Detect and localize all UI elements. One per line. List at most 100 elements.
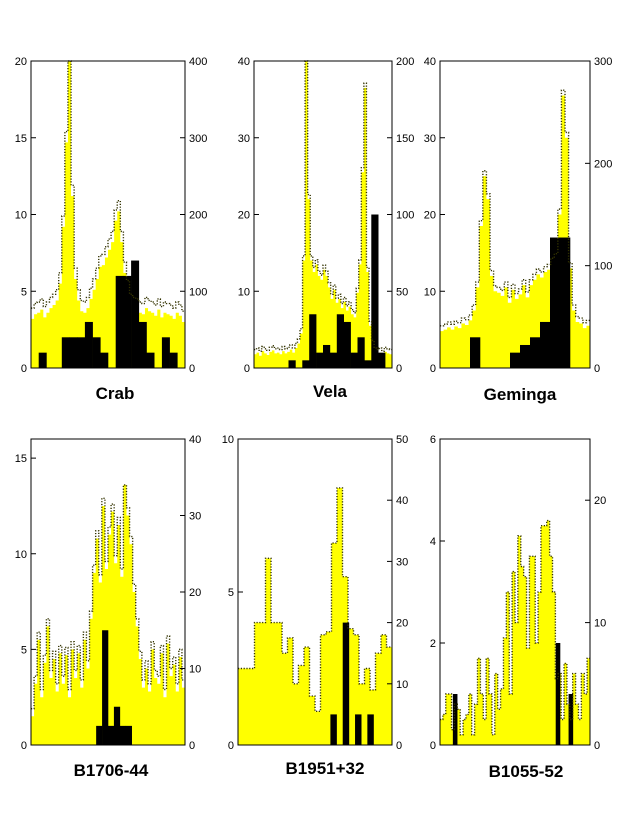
panel-title: B1951+32 (286, 759, 365, 778)
black-bar (329, 352, 338, 368)
black-bar (550, 237, 561, 368)
yellow-profile (31, 484, 185, 745)
left-tick-label: 15 (15, 133, 27, 145)
black-bar (316, 352, 324, 368)
panel-title: B1055-52 (489, 762, 564, 781)
panel-title: B1706-44 (74, 761, 149, 780)
panel-title: Crab (96, 384, 135, 403)
right-tick-label: 40 (396, 495, 408, 507)
black-bar (371, 214, 379, 368)
right-tick-label: 0 (396, 363, 402, 375)
black-bar (364, 360, 372, 368)
black-bar (138, 321, 147, 368)
plot-frame (439, 438, 591, 746)
right-tick-label: 0 (594, 740, 600, 752)
dotted-profile (440, 89, 590, 327)
black-bar (69, 337, 78, 368)
panel-b1706-44: 0 5 10 15 0 10 20 30 40 B1706-44 (15, 434, 202, 780)
black-bar (108, 725, 115, 746)
black-bar (323, 344, 331, 368)
right-tick-label: 50 (396, 434, 408, 446)
right-tick-label: 10 (396, 679, 408, 691)
right-tick-label: 10 (594, 618, 606, 630)
black-bar (115, 275, 124, 368)
black-bar (343, 321, 351, 368)
black-bar (530, 337, 541, 368)
yellow-profile (440, 520, 590, 745)
left-tick-label: 0 (244, 363, 250, 375)
panel-geminga: 0 10 20 30 40 0 100 200 300 Geminga (424, 56, 613, 404)
right-tick-label: 200 (594, 158, 612, 170)
left-tick-label: 10 (238, 286, 250, 298)
right-tick-label: 300 (189, 133, 207, 145)
left-tick-label: 0 (228, 740, 234, 752)
left-tick-label: 10 (15, 210, 27, 222)
right-tick-label: 200 (189, 210, 207, 222)
black-bar (119, 725, 127, 746)
left-tick-label: 15 (15, 453, 27, 465)
black-bar (342, 622, 350, 745)
left-tick-label: 2 (430, 638, 436, 650)
dotted-profile (31, 60, 185, 312)
black-bar (470, 337, 481, 368)
black-bar (113, 706, 121, 745)
dotted-profile (254, 60, 392, 352)
right-tick-label: 0 (594, 363, 600, 375)
black-bar (357, 337, 365, 368)
right-tick-label: 20 (189, 587, 201, 599)
right-tick-label: 300 (594, 56, 612, 68)
right-tick-label: 0 (189, 740, 195, 752)
left-tick-label: 5 (21, 644, 27, 656)
dotted-profile (31, 484, 185, 710)
black-bar (302, 360, 310, 368)
black-bar (540, 321, 551, 368)
dotted-profile (238, 487, 392, 713)
black-bar (367, 714, 374, 745)
right-tick-label: 100 (594, 261, 612, 273)
black-bar (336, 314, 344, 368)
black-bar (555, 643, 561, 745)
right-tick-label: 150 (396, 133, 414, 145)
left-tick-label: 10 (424, 286, 436, 298)
black-bar (161, 337, 170, 368)
panel-vela: 0 10 20 30 40 0 50 100 150 200 Vela (238, 56, 415, 401)
left-tick-label: 5 (21, 286, 27, 298)
black-bar (355, 714, 362, 745)
right-tick-label: 400 (189, 56, 207, 68)
yellow-profile (31, 61, 185, 368)
black-bar (38, 352, 47, 368)
black-bar (102, 630, 109, 745)
left-tick-label: 0 (430, 363, 436, 375)
left-tick-label: 0 (430, 740, 436, 752)
left-tick-label: 40 (424, 56, 436, 68)
left-tick-label: 5 (228, 587, 234, 599)
right-tick-label: 0 (396, 740, 402, 752)
yellow-profile (254, 61, 392, 368)
black-bar (510, 352, 521, 368)
black-bar (77, 337, 86, 368)
panel-title: Geminga (484, 385, 557, 404)
black-bar (330, 714, 337, 745)
panel-b1055-52: 0 2 4 6 0 10 20 B1055-52 (430, 434, 606, 781)
right-tick-label: 100 (396, 210, 414, 222)
right-tick-label: 10 (189, 664, 201, 676)
yellow-profile (238, 487, 392, 745)
right-tick-label: 50 (396, 286, 408, 298)
left-tick-label: 40 (238, 56, 250, 68)
black-bar (146, 352, 155, 368)
black-bar (131, 260, 140, 368)
right-tick-label: 40 (189, 434, 201, 446)
left-tick-label: 20 (15, 56, 27, 68)
black-bar (378, 352, 386, 368)
right-tick-label: 0 (189, 363, 195, 375)
left-tick-label: 10 (15, 549, 27, 561)
left-tick-label: 30 (424, 133, 436, 145)
black-bar (350, 352, 358, 368)
right-tick-label: 30 (189, 511, 201, 523)
left-tick-label: 30 (238, 133, 250, 145)
black-bar (61, 337, 70, 368)
left-tick-label: 10 (222, 434, 234, 446)
dotted-profile (440, 519, 590, 736)
black-bar (123, 275, 132, 368)
